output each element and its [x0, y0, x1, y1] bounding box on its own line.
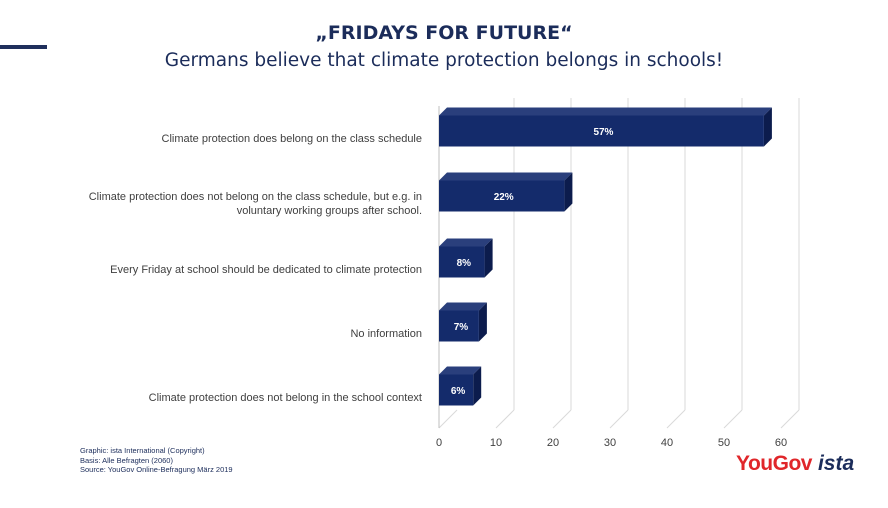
page-subtitle: Germans believe that climate protection …	[164, 50, 724, 71]
logos: YouGov ista	[736, 452, 854, 480]
category-label-line: Climate protection does not belong in th…	[148, 392, 422, 404]
footnote-basis: Basis: Alle Befragten (2060)	[80, 455, 173, 465]
page-title: „FRIDAYS FOR FUTURE“	[315, 22, 573, 44]
footnote: Graphic: ista International (Copyright) …	[80, 446, 233, 475]
bar	[439, 310, 479, 342]
gridline-base	[552, 409, 572, 429]
ista-logo: ista	[817, 452, 855, 475]
accent-bar	[0, 45, 47, 49]
bar-top	[439, 172, 573, 181]
gridline-base	[723, 409, 743, 429]
bar	[439, 180, 565, 212]
bar-data-label: 57%	[593, 127, 613, 138]
gridline-base	[438, 409, 458, 429]
x-tick-label: 20	[547, 437, 559, 449]
bar-side	[484, 238, 493, 278]
bar-data-label: 6%	[451, 386, 466, 397]
category-label-line: Climate protection does not belong on th…	[88, 191, 422, 203]
category-label: Climate protection does belong on the cl…	[42, 132, 423, 146]
gridline-base	[495, 409, 515, 429]
category-label: Climate protection does not belong in th…	[42, 391, 422, 405]
bar-side	[478, 302, 487, 342]
bar	[439, 246, 485, 278]
gridline-base	[609, 409, 629, 429]
category-label-line: Every Friday at school should be dedicat…	[110, 264, 422, 276]
x-tick-label: 0	[436, 437, 442, 449]
gridline-base	[780, 409, 800, 429]
x-tick-label: 10	[490, 437, 502, 449]
category-label-line: No information	[350, 328, 422, 340]
bar-top	[439, 302, 487, 311]
category-label: Every Friday at school should be dedicat…	[42, 263, 422, 277]
footnote-graphic: Graphic: ista International (Copyright)	[80, 446, 205, 455]
x-tick-label: 40	[661, 437, 673, 449]
yougov-logo: YouGov	[736, 452, 812, 475]
bar-data-label: 8%	[457, 258, 472, 269]
bar	[439, 115, 764, 147]
footnote-source: Source: YouGov Online-Befragung März 201…	[80, 465, 233, 474]
bar-side	[564, 172, 573, 212]
bar-top	[439, 107, 772, 116]
x-tick-label: 30	[604, 437, 616, 449]
category-label: No information	[42, 327, 422, 341]
bar	[439, 374, 474, 406]
x-tick-label: 50	[718, 437, 730, 449]
category-label: Climate protection does not belong on th…	[42, 190, 422, 218]
category-label-line: voluntary working groups after school.	[236, 205, 422, 217]
x-tick-label: 60	[775, 437, 787, 449]
bar-top	[439, 238, 493, 247]
bar-top	[439, 366, 482, 375]
bar-data-label: 22%	[494, 192, 514, 203]
category-label-line: Climate protection does belong on the cl…	[161, 133, 423, 145]
gridline-base	[666, 409, 686, 429]
bar-side	[473, 366, 482, 406]
bar-data-label: 7%	[454, 322, 469, 333]
bar-side	[763, 107, 772, 147]
